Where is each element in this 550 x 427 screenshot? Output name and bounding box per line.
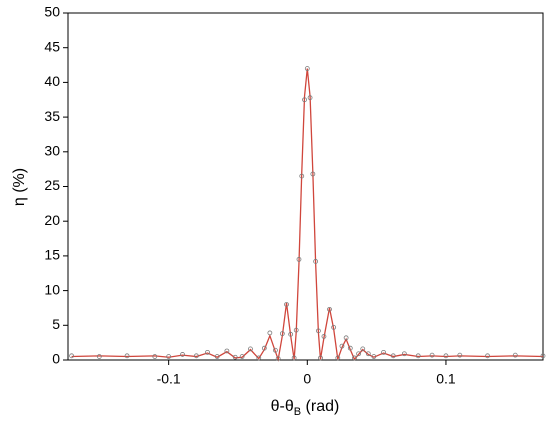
data-point: [205, 349, 210, 355]
data-point: [356, 351, 362, 357]
x-axis-label: θ-θB (rad): [271, 398, 340, 418]
data-point: [540, 353, 546, 359]
data-point: [371, 354, 377, 359]
data-point: [293, 327, 299, 333]
y-axis-label: η (%): [11, 168, 28, 206]
x-tick-label: -0.1: [157, 371, 181, 387]
data-point: [69, 353, 75, 359]
x-label-main: θ-θ: [271, 398, 294, 415]
data-point: [310, 171, 316, 177]
data-point: [273, 347, 278, 353]
y-tick-label: 20: [44, 212, 60, 228]
y-tick-label: 15: [44, 247, 60, 263]
y-tick-label: 0: [52, 351, 60, 367]
data-point: [327, 306, 332, 312]
x-label-unit: (rad): [301, 398, 339, 415]
data-point: [275, 356, 281, 362]
y-tick-label: 10: [44, 281, 60, 297]
y-tick-label: 50: [44, 4, 60, 20]
data-point: [302, 97, 307, 103]
y-tick-label: 35: [44, 108, 60, 124]
data-point: [232, 354, 238, 360]
data-point: [335, 355, 341, 361]
data-point: [166, 354, 172, 359]
data-point: [318, 355, 323, 361]
data-point: [331, 324, 337, 330]
data-point: [152, 354, 158, 359]
data-point: [261, 345, 267, 351]
x-tick-label: 0: [303, 371, 311, 387]
data-point: [288, 331, 294, 337]
data-point: [321, 334, 327, 339]
data-point: [284, 302, 289, 307]
data-point: [193, 353, 199, 359]
data-point: [390, 353, 396, 359]
data-point: [304, 66, 310, 71]
y-tick-label: 25: [44, 177, 60, 193]
y-tick-label: 30: [44, 143, 60, 159]
data-point: [124, 353, 130, 359]
data-point: [313, 259, 319, 264]
data-point: [365, 351, 371, 357]
data-point: [267, 330, 273, 336]
x-label-sub: B: [294, 406, 301, 418]
fit-line: [71, 68, 544, 362]
data-point: [485, 353, 490, 359]
data-point: [180, 352, 185, 357]
plot-frame: [67, 12, 544, 361]
data-point: [239, 354, 245, 359]
y-tick-label: 5: [52, 316, 60, 332]
x-tick-label: 0.1: [436, 371, 456, 387]
data-point: [415, 353, 421, 359]
data-point: [299, 173, 305, 179]
y-tick-label: 45: [44, 38, 60, 54]
data-point: [296, 256, 302, 262]
data-point: [279, 331, 285, 337]
data-point: [307, 95, 313, 101]
data-point: [291, 355, 297, 361]
data-point: [248, 346, 253, 352]
data-point: [339, 343, 345, 349]
data-point: [256, 355, 262, 361]
data-point: [347, 345, 353, 351]
data-point: [381, 349, 386, 355]
y-tick-label: 40: [44, 73, 60, 89]
data-point: [352, 355, 357, 361]
data-point: [360, 346, 366, 352]
data-point: [224, 348, 230, 354]
data-point: [315, 328, 321, 334]
data-point: [457, 352, 463, 358]
data-point: [401, 351, 407, 357]
data-point: [343, 335, 349, 341]
data-point: [96, 354, 102, 359]
data-point: [512, 352, 518, 358]
data-point: [214, 354, 220, 359]
data-point: [429, 352, 435, 358]
data-point: [443, 353, 449, 359]
